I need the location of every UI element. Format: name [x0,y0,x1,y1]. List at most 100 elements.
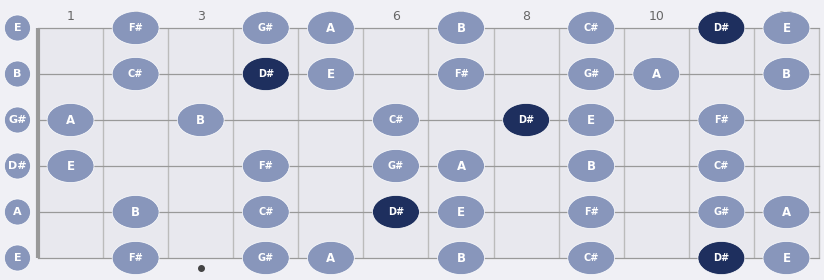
Ellipse shape [242,11,289,45]
Text: E: E [588,113,595,127]
Text: B: B [456,251,466,265]
Text: A: A [326,251,335,265]
Text: 11: 11 [714,10,729,24]
Text: 1: 1 [67,10,74,24]
Ellipse shape [307,11,354,45]
Text: E: E [783,251,790,265]
Text: B: B [587,160,596,172]
Ellipse shape [47,103,94,137]
Ellipse shape [763,11,810,45]
Ellipse shape [242,195,289,228]
Ellipse shape [568,195,615,228]
Ellipse shape [763,57,810,90]
Text: D#: D# [258,69,274,79]
Text: A: A [66,113,75,127]
Ellipse shape [242,241,289,275]
Text: B: B [456,22,466,34]
Text: 4: 4 [262,10,269,24]
Ellipse shape [372,195,419,228]
Ellipse shape [438,241,485,275]
Ellipse shape [698,11,745,45]
Text: E: E [783,22,790,34]
Text: 7: 7 [457,10,465,24]
Text: C#: C# [583,253,599,263]
Ellipse shape [568,241,615,275]
Text: B: B [782,67,791,81]
Text: G#: G# [388,161,404,171]
Ellipse shape [47,150,94,183]
Circle shape [4,107,30,133]
Text: 10: 10 [648,10,664,24]
Circle shape [4,199,30,225]
Text: B: B [196,113,205,127]
Ellipse shape [698,103,745,137]
Ellipse shape [763,195,810,228]
Text: A: A [782,206,791,218]
Ellipse shape [242,57,289,90]
Text: E: E [14,23,21,33]
Ellipse shape [633,57,680,90]
Text: F#: F# [714,115,728,125]
Ellipse shape [568,57,615,90]
Ellipse shape [372,150,419,183]
Ellipse shape [112,241,159,275]
Ellipse shape [177,103,224,137]
Circle shape [4,245,30,271]
Text: 9: 9 [588,10,595,24]
Ellipse shape [568,150,615,183]
Text: F#: F# [129,23,143,33]
Text: E: E [327,67,335,81]
Text: A: A [326,22,335,34]
Text: G#: G# [8,115,26,125]
Text: C#: C# [128,69,143,79]
Ellipse shape [698,195,745,228]
Text: E: E [67,160,74,172]
Text: D#: D# [388,207,404,217]
Ellipse shape [372,103,419,137]
Text: F#: F# [129,253,143,263]
Text: 8: 8 [522,10,530,24]
Text: B: B [13,69,21,79]
Text: D#: D# [8,161,27,171]
Text: F#: F# [259,161,274,171]
Text: G#: G# [258,253,274,263]
Bar [38,28,819,258]
Ellipse shape [698,241,745,275]
Text: A: A [456,160,466,172]
Text: 12: 12 [779,10,794,24]
Text: G#: G# [258,23,274,33]
Text: F#: F# [454,69,468,79]
Text: D#: D# [518,115,534,125]
Ellipse shape [438,195,485,228]
Text: E: E [457,206,465,218]
Text: F#: F# [584,207,598,217]
Circle shape [4,61,30,87]
Text: 5: 5 [327,10,335,24]
Ellipse shape [112,11,159,45]
Text: C#: C# [388,115,404,125]
Text: D#: D# [714,253,729,263]
Text: 3: 3 [197,10,204,24]
Text: A: A [13,207,21,217]
Text: A: A [652,67,661,81]
Ellipse shape [112,195,159,228]
Text: C#: C# [714,161,729,171]
Circle shape [4,153,30,179]
Text: G#: G# [714,207,729,217]
Text: 2: 2 [132,10,139,24]
Ellipse shape [438,57,485,90]
Ellipse shape [307,57,354,90]
Ellipse shape [698,150,745,183]
Ellipse shape [242,150,289,183]
Ellipse shape [568,103,615,137]
Ellipse shape [568,11,615,45]
Text: D#: D# [714,23,729,33]
Circle shape [4,15,30,41]
Ellipse shape [438,11,485,45]
Text: B: B [131,206,140,218]
Text: 6: 6 [392,10,400,24]
Ellipse shape [503,103,550,137]
Ellipse shape [763,241,810,275]
Text: C#: C# [583,23,599,33]
Text: C#: C# [258,207,274,217]
